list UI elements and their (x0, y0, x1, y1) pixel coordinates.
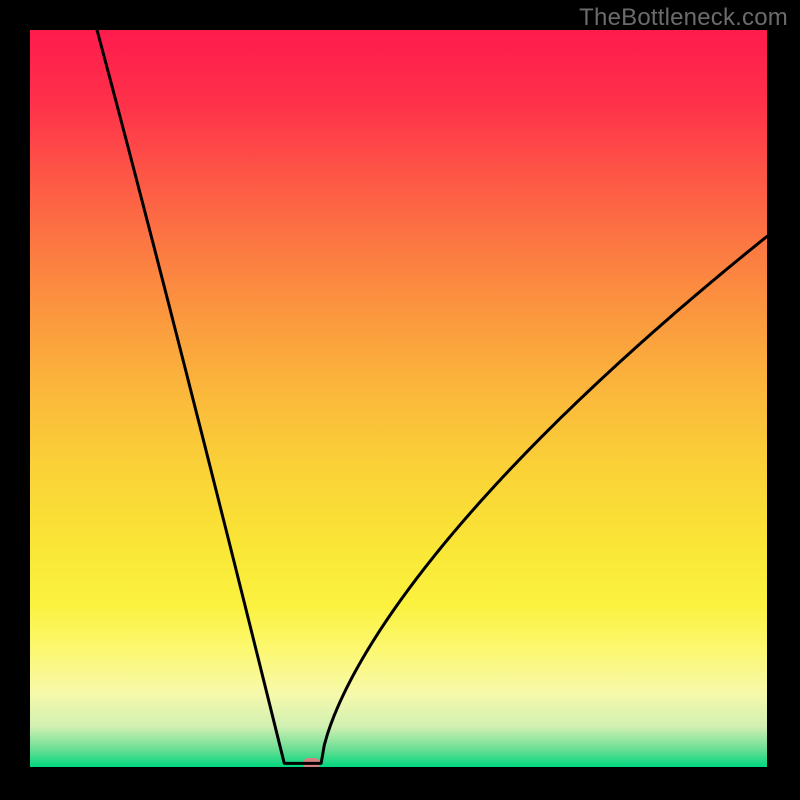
watermark-text: TheBottleneck.com (579, 4, 788, 32)
gradient-background (30, 30, 767, 767)
chart-stage: TheBottleneck.com (0, 0, 800, 800)
bottleneck-chart (0, 0, 800, 800)
